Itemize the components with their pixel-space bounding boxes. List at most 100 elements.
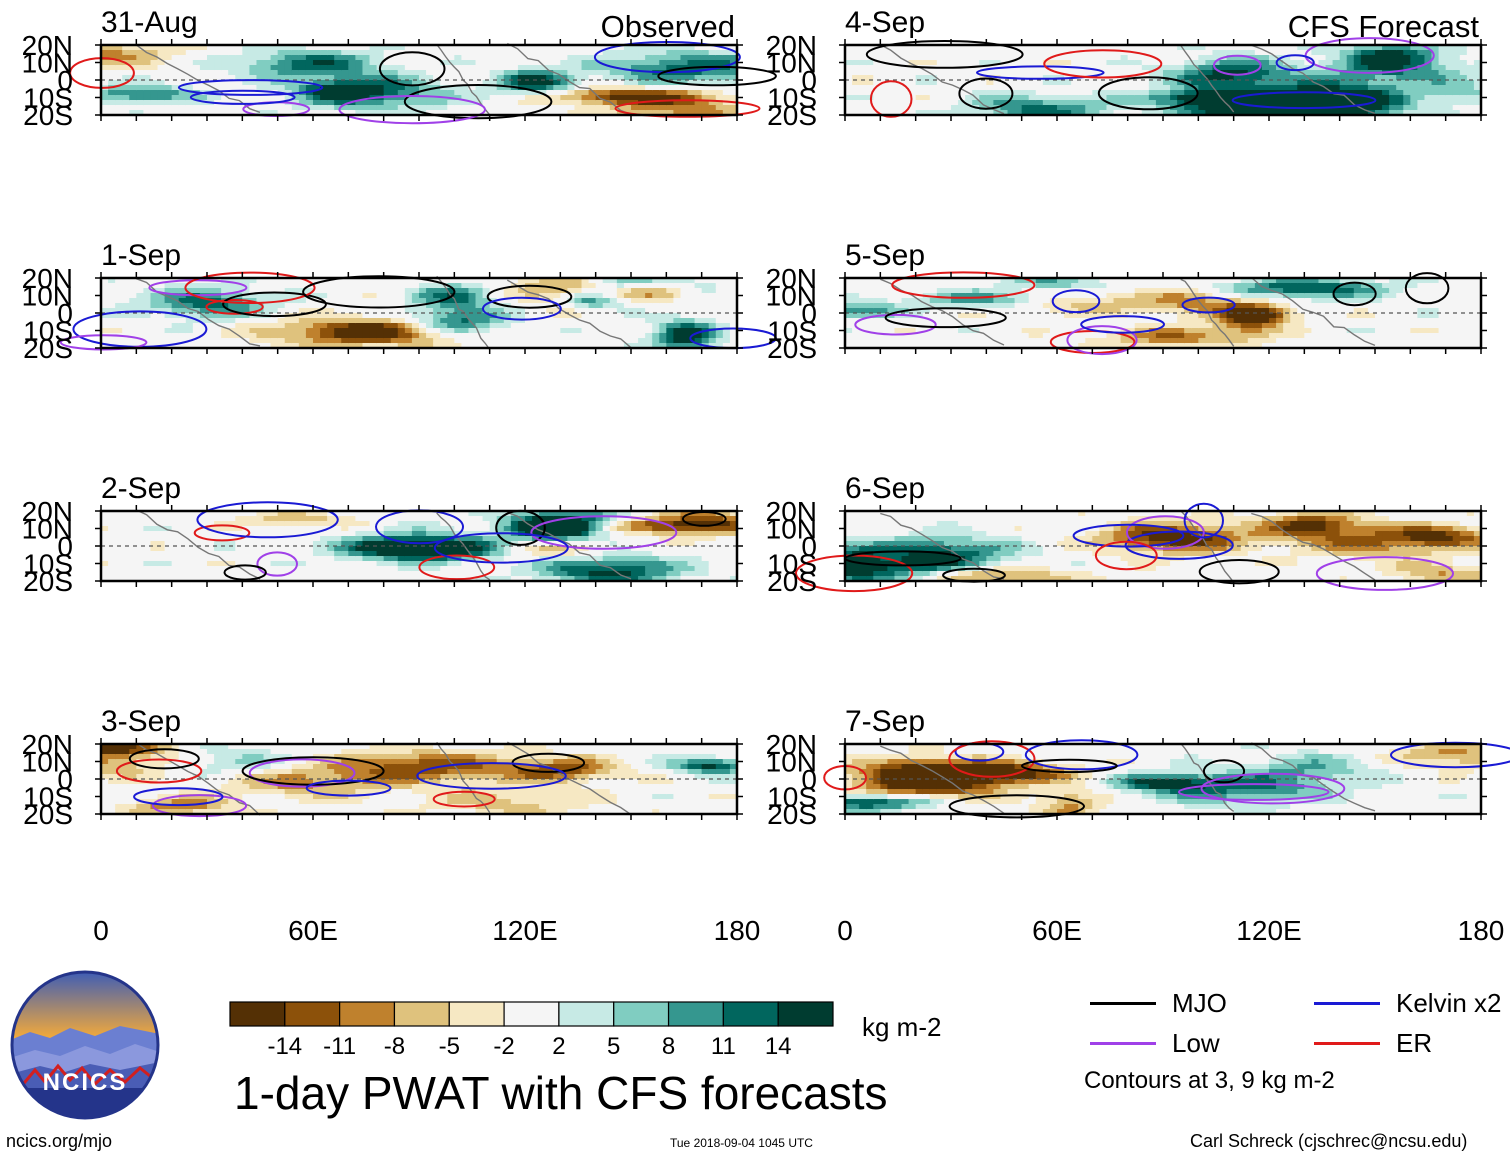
heatmap-cell (164, 804, 173, 810)
heatmap-cell (334, 759, 342, 765)
heatmap-cell (687, 561, 696, 567)
heatmap-cell (313, 45, 321, 51)
heatmap-cell (560, 328, 568, 334)
heatmap-cell (122, 546, 130, 552)
heatmap-cell (235, 541, 243, 547)
heatmap-cell (108, 526, 116, 532)
heatmap-cell (327, 744, 335, 750)
heatmap-cell (411, 759, 420, 765)
heatmap-cell (546, 526, 554, 532)
heatmap-cell (666, 90, 674, 96)
heatmap-cell (341, 278, 349, 284)
heatmap-cell (440, 80, 448, 86)
heatmap-cell (701, 95, 710, 101)
heatmap-cell (433, 50, 441, 56)
heatmap-cell (680, 293, 689, 299)
heatmap-cell (517, 70, 526, 76)
heatmap-cell (334, 45, 342, 51)
heatmap-cell (588, 764, 597, 770)
heatmap-cell (320, 521, 328, 527)
heatmap-cell (313, 779, 321, 785)
heatmap-cell (157, 516, 166, 522)
heatmap-cell (489, 318, 498, 324)
heatmap-cell (122, 526, 130, 532)
heatmap-cell (694, 521, 703, 527)
heatmap-cell (517, 45, 526, 51)
heatmap-cell (652, 571, 660, 577)
heatmap-cell (221, 799, 229, 805)
heatmap-cell (609, 338, 618, 344)
heatmap-cell (609, 288, 618, 294)
heatmap-cell (517, 571, 526, 577)
y-tick-label: 10S (23, 83, 73, 114)
heatmap-cell (588, 541, 597, 547)
heatmap-cell (122, 293, 130, 299)
heatmap-cell (284, 283, 293, 289)
heatmap-cell (560, 45, 568, 51)
heatmap-cell (701, 70, 710, 76)
heatmap-cell (320, 55, 328, 61)
heatmap-cell (150, 313, 159, 319)
heatmap-cell (199, 95, 208, 101)
heatmap-cell (652, 556, 660, 562)
heatmap-cell (136, 90, 144, 96)
heatmap-cell (680, 546, 689, 552)
heatmap-cell (334, 521, 342, 527)
heatmap-cell (517, 566, 526, 572)
heatmap-cell (722, 561, 731, 567)
heatmap-cell (708, 50, 717, 56)
heatmap-cell (715, 110, 724, 116)
heatmap-cell (475, 50, 484, 56)
heatmap-cell (284, 561, 293, 567)
heatmap-cell (298, 298, 307, 304)
heatmap-cell (178, 769, 187, 775)
heatmap-cell (404, 749, 413, 755)
heatmap-cell (291, 779, 300, 785)
heatmap-cell (214, 288, 222, 294)
heatmap-cell (263, 95, 272, 101)
heatmap-cell (108, 809, 116, 815)
heatmap-cell (284, 754, 293, 760)
heatmap-cell (560, 804, 568, 810)
heatmap-cell (221, 328, 229, 334)
heatmap-cell (701, 516, 710, 522)
heatmap-cell (164, 526, 173, 532)
heatmap-cell (164, 521, 173, 527)
heatmap-cell (482, 45, 491, 51)
heatmap-cell (433, 288, 441, 294)
heatmap-cell (581, 288, 590, 294)
heatmap-cell (171, 338, 180, 344)
heatmap-cell (659, 526, 667, 532)
heatmap-cell (101, 759, 109, 765)
heatmap-cell (447, 764, 455, 770)
heatmap-cell (680, 288, 689, 294)
heatmap-cell (708, 288, 717, 294)
heatmap-cell (136, 65, 144, 71)
heatmap-cell (221, 511, 229, 517)
heatmap-cell (115, 80, 123, 86)
heatmap-cell (595, 313, 604, 319)
heatmap-cell (567, 110, 576, 116)
heatmap-cell (623, 95, 632, 101)
heatmap-cell (171, 50, 180, 56)
heatmap-cell (475, 809, 484, 815)
heatmap-cell (411, 511, 420, 517)
heatmap-cell (284, 333, 293, 339)
heatmap-cell (729, 308, 738, 314)
heatmap-cell (560, 754, 568, 760)
heatmap-cell (235, 779, 243, 785)
heatmap-cell (426, 343, 434, 349)
heatmap-cell (235, 338, 243, 344)
heatmap-cell (588, 65, 597, 71)
heatmap-cell (588, 531, 597, 537)
heatmap-cell (673, 278, 682, 284)
heatmap-cell (510, 80, 519, 86)
heatmap-cell (256, 283, 265, 289)
heatmap-cell (419, 338, 427, 344)
heatmap-cell (517, 95, 526, 101)
heatmap-cell (362, 105, 371, 111)
heatmap-cell (609, 308, 618, 314)
heatmap-cell (525, 323, 533, 329)
heatmap-cell (115, 70, 123, 76)
heatmap-cell (313, 511, 321, 517)
